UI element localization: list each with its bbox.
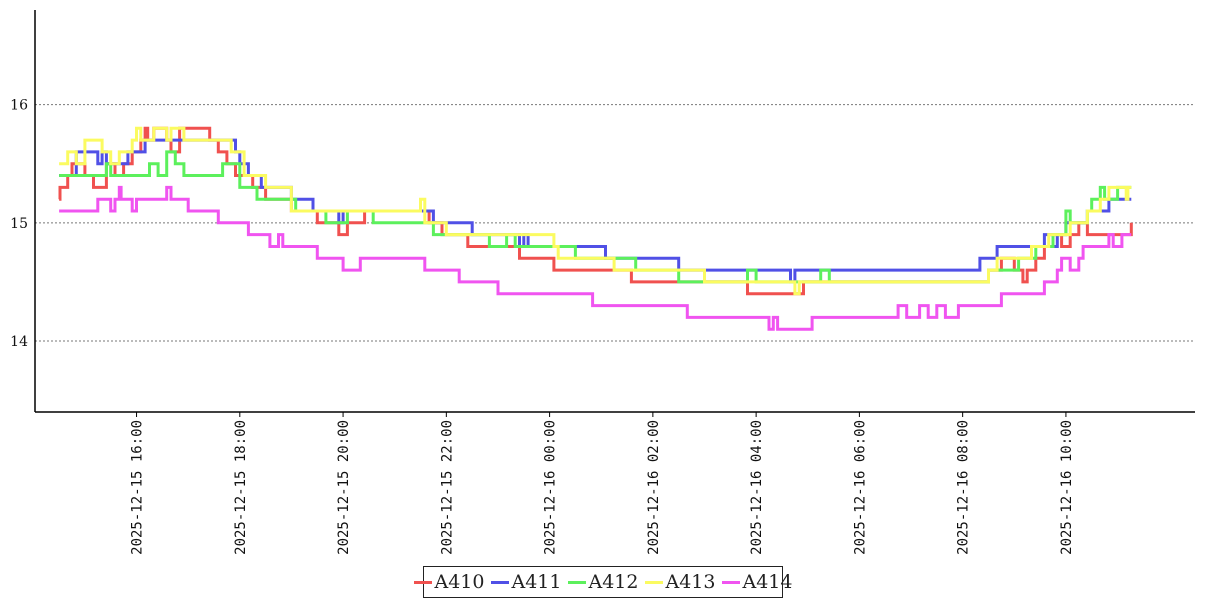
legend-label: A413 [665, 571, 716, 593]
legend-item-a411: A411 [490, 571, 562, 593]
x-tick-label: 2025-12-15 18:00 [233, 420, 249, 555]
x-tick-label: 2025-12-16 00:00 [543, 420, 559, 555]
legend-swatch [721, 580, 740, 584]
x-tick-label: 2025-12-16 06:00 [852, 420, 868, 555]
legend-label: A410 [434, 571, 485, 593]
series-layer [58, 126, 1133, 331]
x-tick-label: 2025-12-16 04:00 [749, 420, 765, 555]
series-line-a413 [59, 126, 1132, 296]
x-tick-label: 2025-12-15 22:00 [439, 420, 455, 555]
x-tick-label: 2025-12-16 02:00 [646, 420, 662, 555]
y-ticks: 14 15 16 [10, 98, 28, 350]
legend-item-a412: A412 [567, 571, 639, 593]
legend-swatch [413, 580, 432, 584]
series-line-a411 [59, 138, 1132, 284]
x-tick-label: 2025-12-15 16:00 [130, 420, 146, 555]
y-tick-label: 15 [10, 216, 28, 232]
x-tick-label: 2025-12-15 20:00 [336, 420, 352, 555]
legend-item-a414: A414 [721, 571, 793, 593]
legend-label: A411 [511, 571, 562, 593]
legend-swatch [644, 580, 663, 584]
legend-swatch [490, 580, 509, 584]
legend-swatch [567, 580, 586, 584]
legend-item-a413: A413 [644, 571, 716, 593]
legend: A410 A411 A412 A413 A414 [413, 566, 793, 598]
series-line-a412 [59, 150, 1132, 284]
series-line-a414 [59, 185, 1132, 331]
legend-item-a410: A410 [413, 571, 485, 593]
x-tick-label: 2025-12-16 10:00 [1059, 420, 1075, 555]
y-tick-label: 14 [10, 334, 28, 350]
axes [34, 10, 1195, 413]
legend-label: A412 [588, 571, 639, 593]
x-tick-label: 2025-12-16 08:00 [956, 420, 972, 555]
x-ticks: 2025-12-15 16:00 2025-12-15 18:00 2025-12-… [130, 412, 1075, 555]
y-tick-label: 16 [10, 98, 28, 114]
legend-label: A414 [742, 571, 793, 593]
